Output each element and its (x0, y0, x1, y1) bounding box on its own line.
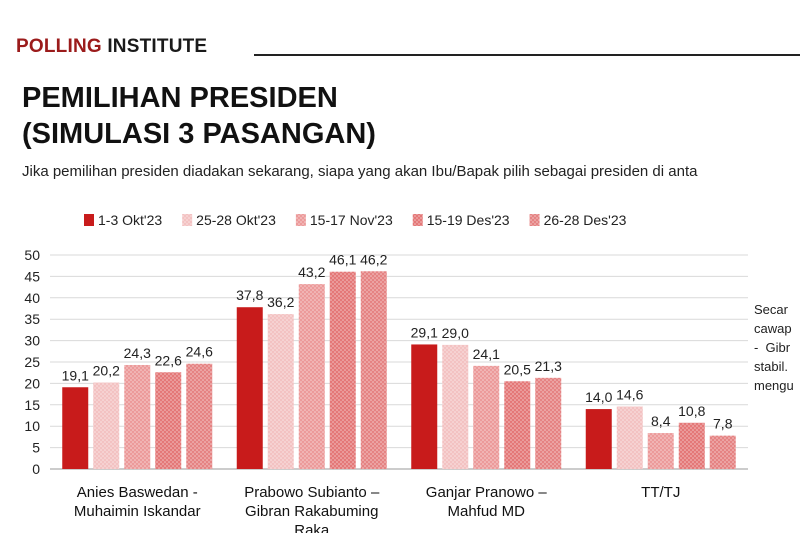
data-label: 20,5 (504, 361, 531, 377)
legend-item: 15-17 Nov'23 (295, 212, 393, 228)
chart-bars (62, 271, 736, 469)
chart-legend: 1-3 Okt'23 25-28 Okt'23 15-17 Nov'23 15-19 … (84, 212, 627, 228)
bar (155, 372, 182, 469)
bar (236, 307, 263, 469)
header-rule (254, 54, 800, 56)
bar (647, 433, 674, 469)
y-tick-label: 15 (24, 397, 40, 413)
data-label: 7,8 (713, 416, 733, 432)
y-tick-label: 50 (24, 247, 40, 263)
legend-swatch (529, 214, 540, 226)
data-label: 21,3 (535, 358, 562, 374)
x-tick-label: Ganjar Pranowo – Mahfud MD (426, 484, 548, 520)
y-tick-label: 0 (32, 461, 40, 477)
data-label: 24,6 (186, 344, 213, 360)
data-label: 22,6 (155, 352, 182, 368)
x-axis: Anies Baswedan -Muhaimin Iskandar Prabowo… (74, 484, 680, 533)
y-tick-label: 10 (24, 418, 40, 434)
data-label: 24,1 (473, 346, 500, 362)
bar (411, 344, 438, 469)
bar (360, 271, 387, 469)
x-tick-label: Anies Baswedan -Muhaimin Iskandar (74, 484, 201, 520)
data-label: 20,2 (93, 363, 120, 379)
data-label: 10,8 (678, 403, 705, 419)
bar (267, 314, 294, 469)
survey-question: Jika pemilihan presiden diadakan sekaran… (22, 163, 698, 180)
data-label: 24,3 (124, 345, 151, 361)
bar (186, 363, 213, 469)
y-tick-label: 20 (24, 375, 40, 391)
legend-label: 1-3 Okt'23 (98, 212, 162, 228)
bar (62, 387, 89, 469)
bar (535, 377, 562, 469)
bar (504, 381, 531, 469)
legend-item: 26-28 Des'23 (529, 212, 627, 228)
x-tick-label: TT/TJ (641, 484, 680, 501)
y-tick-label: 35 (24, 311, 40, 327)
y-tick-label: 45 (24, 268, 40, 284)
bar (616, 406, 643, 469)
side-note: Secar cawap - Gibr stabil. mengu (754, 302, 794, 393)
data-label: 14,6 (616, 387, 643, 403)
data-label: 29,1 (411, 324, 438, 340)
data-label: 19,1 (62, 367, 89, 383)
y-tick-label: 40 (24, 290, 40, 306)
y-axis: 0 5 10 15 20 25 30 35 40 45 50 (24, 247, 40, 477)
y-tick-label: 30 (24, 333, 40, 349)
bar (442, 344, 469, 469)
data-label: 37,8 (236, 287, 263, 303)
y-tick-label: 25 (24, 354, 40, 370)
legend-item: 15-19 Des'23 (412, 212, 510, 228)
data-label: 36,2 (267, 294, 294, 310)
x-tick-label: Prabowo Subianto – Gibran Rakabuming Raka (244, 484, 380, 533)
brand-polling: POLLING (16, 36, 102, 57)
bar (329, 271, 356, 469)
bar (298, 284, 325, 469)
title-line-1: PEMILIHAN PRESIDEN (22, 82, 338, 114)
bar (709, 435, 736, 469)
legend-label: 15-17 Nov'23 (310, 212, 393, 228)
legend-item: 25-28 Okt'23 (182, 212, 276, 228)
bar (585, 409, 612, 469)
brand-logo: POLLING INSTITUTE (16, 36, 207, 58)
legend-swatch (182, 214, 193, 226)
data-label: 46,1 (329, 252, 356, 268)
data-label: 8,4 (651, 413, 671, 429)
bar (473, 365, 500, 469)
legend-swatch (412, 214, 423, 226)
data-label: 46,2 (360, 251, 387, 267)
bar (93, 382, 120, 469)
legend-swatch (295, 214, 306, 226)
bar (124, 364, 151, 469)
brand-institute: INSTITUTE (107, 36, 208, 57)
y-tick-label: 5 (32, 440, 40, 456)
data-label: 43,2 (298, 264, 325, 280)
legend-label: 25-28 Okt'23 (196, 212, 276, 228)
data-label: 29,0 (442, 325, 469, 341)
legend-label: 15-19 Des'23 (427, 212, 510, 228)
data-labels: 19,1 20,224,3 22,624,6 37,8 36,243,246,1 46,2… (62, 251, 733, 431)
page-title: PEMILIHAN PRESIDEN (SIMULASI 3 PASANGAN) (22, 80, 376, 152)
bar-chart: 1-3 Okt'23 25-28 Okt'23 15-17 Nov'23 15-19 … (24, 212, 748, 533)
legend-label: 26-28 Des'23 (544, 212, 627, 228)
data-label: 14,0 (585, 389, 612, 405)
legend-swatch (84, 214, 94, 226)
bar (678, 422, 705, 469)
legend-item: 1-3 Okt'23 (84, 212, 162, 228)
title-line-2: (SIMULASI 3 PASANGAN) (22, 118, 376, 150)
